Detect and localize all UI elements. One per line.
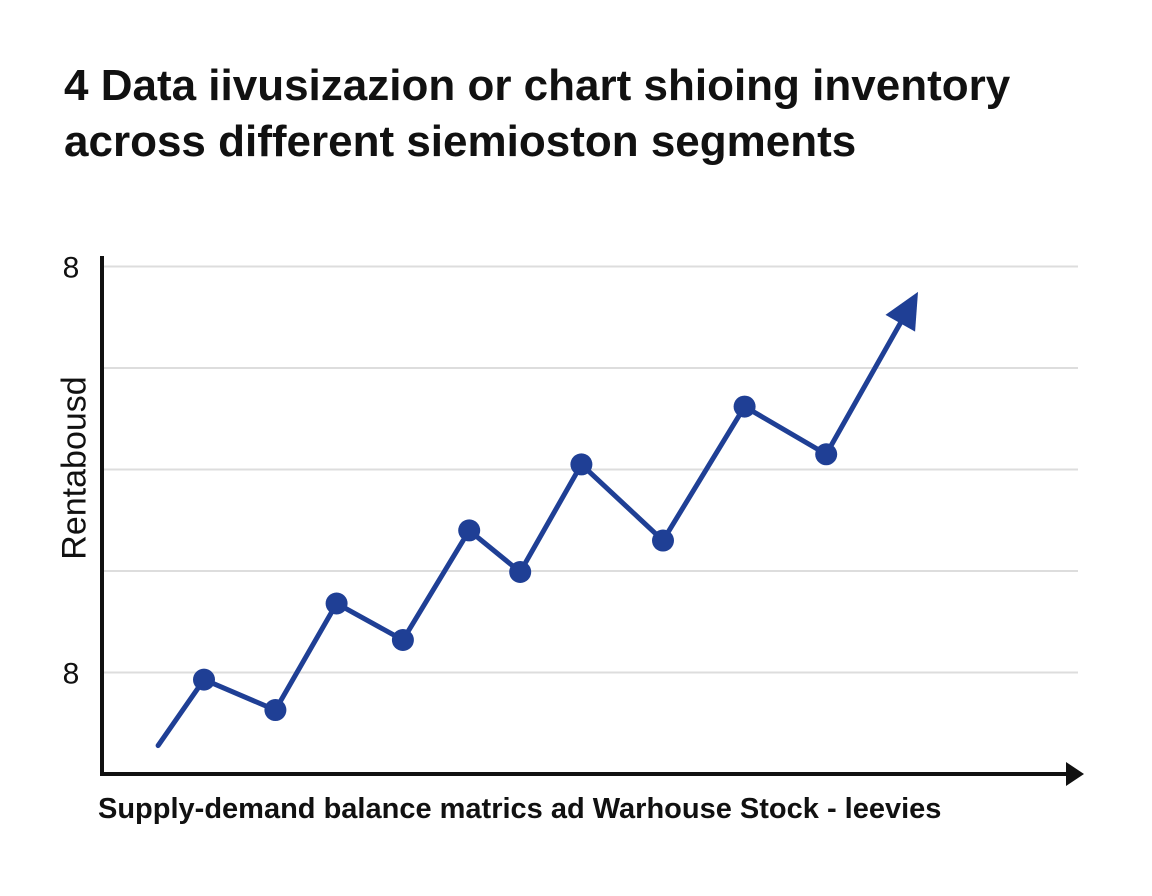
- series-line: [155, 317, 905, 749]
- data-point: [652, 529, 674, 552]
- data-point: [815, 443, 838, 466]
- chart-title: 4 Data iivusizazion or chart shioing inv…: [64, 61, 1011, 166]
- series-inventory: [155, 291, 918, 749]
- x-axis-arrowhead: [1066, 762, 1084, 786]
- data-point: [570, 453, 593, 476]
- y-tick-label: 8: [63, 658, 80, 691]
- x-axis-label: Supply-demand balance matrics ad Warhous…: [98, 793, 942, 825]
- data-point: [264, 699, 287, 722]
- data-point: [509, 561, 532, 584]
- data-point: [193, 668, 215, 691]
- y-tick-label: 8: [63, 252, 80, 285]
- data-point: [458, 519, 481, 542]
- data-point: [391, 629, 414, 652]
- y-axis-label: Rentabousd: [55, 376, 94, 560]
- y-tick-labels: 88: [63, 252, 80, 691]
- data-point: [733, 395, 756, 418]
- series-end-arrowhead: [885, 291, 918, 332]
- data-point: [325, 592, 348, 615]
